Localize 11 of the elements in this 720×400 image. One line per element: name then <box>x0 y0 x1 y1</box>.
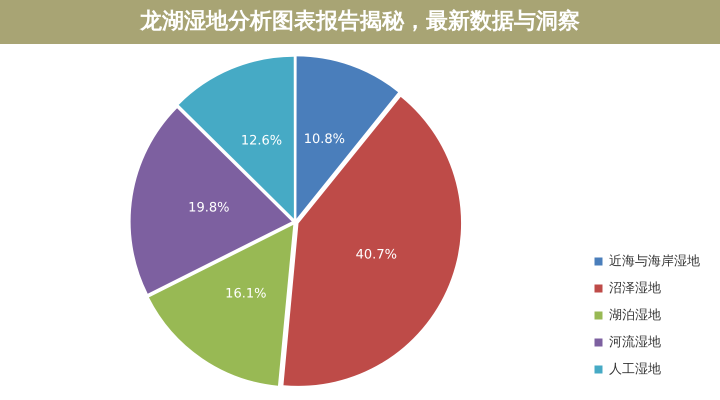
chart-title: 龙湖湿地分析图表报告揭秘，最新数据与洞察 <box>0 0 720 44</box>
legend-label: 河流湿地 <box>609 334 661 350</box>
legend-label: 近海与海岸湿地 <box>609 254 700 269</box>
legend-label: 湖泊湿地 <box>609 308 661 323</box>
legend-label: 沼泽湿地 <box>609 280 661 296</box>
data-label: 40.7% <box>356 247 397 262</box>
data-label: 16.1% <box>225 286 266 302</box>
data-label: 10.8% <box>304 132 346 147</box>
data-label: 19.8% <box>188 200 230 216</box>
data-label: 12.6% <box>240 134 282 149</box>
legend-label: 人工湿地 <box>609 362 661 377</box>
